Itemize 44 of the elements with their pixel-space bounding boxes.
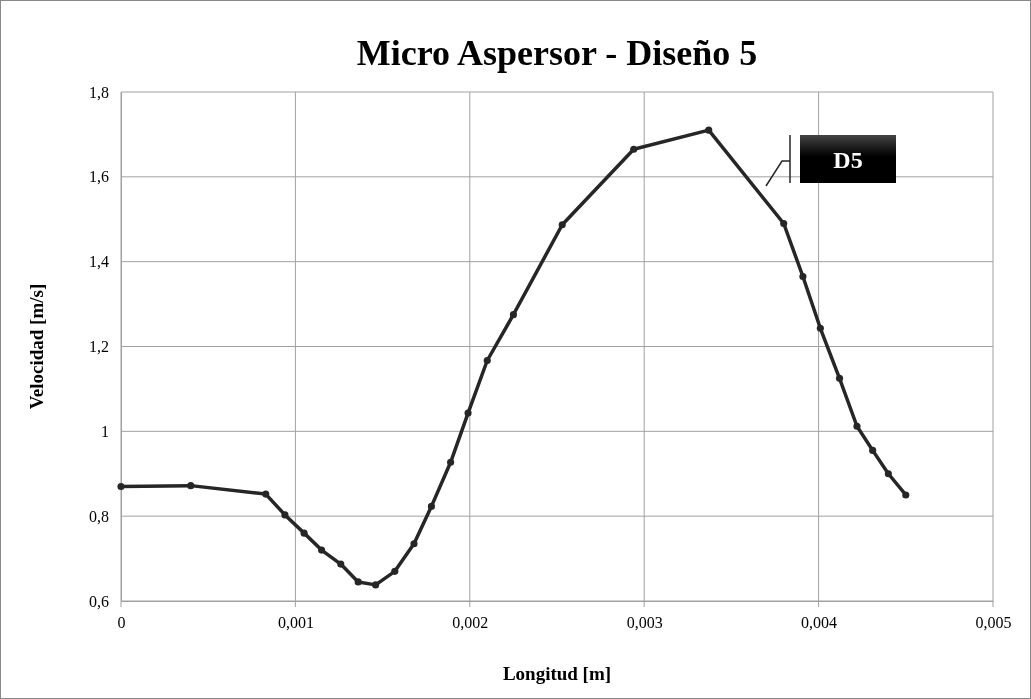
point (447, 458, 455, 466)
point (835, 374, 844, 382)
point (187, 482, 195, 490)
y-tick-label: 1,6 (89, 168, 109, 186)
x-tick-label: 0,005 (975, 614, 1012, 632)
x-tick-label: 0,003 (626, 614, 663, 632)
point (816, 324, 824, 332)
y-tick-label: 1 (101, 422, 109, 440)
point (262, 490, 270, 498)
y-tick-label: 0,8 (89, 507, 109, 525)
point (630, 145, 638, 153)
point (464, 409, 472, 417)
point (884, 470, 892, 478)
point (705, 126, 713, 134)
point (317, 546, 326, 554)
point (509, 311, 517, 319)
point (558, 221, 566, 229)
point (799, 272, 807, 281)
point (483, 356, 491, 365)
y-tick-label: 1,4 (89, 253, 109, 271)
point (853, 422, 861, 430)
point (337, 560, 345, 568)
point (281, 511, 289, 519)
point (117, 482, 125, 491)
y-tick-label: 1,2 (89, 338, 109, 356)
x-tick-label: 0,001 (277, 614, 314, 632)
point (902, 491, 910, 499)
x-tick-label: 0,004 (801, 614, 838, 632)
x-axis-title: Longitud [m] (502, 663, 612, 684)
y-axis-title: Velocidad [m/s] (26, 283, 47, 410)
legend-label: D5 (833, 147, 863, 173)
chart-title: Micro Aspersor - Diseño 5 (356, 33, 758, 73)
point (869, 446, 877, 454)
point (410, 540, 418, 548)
x-tick-label: 0 (117, 614, 126, 632)
point (354, 578, 362, 586)
point (427, 502, 435, 510)
x-tick-label: 0,002 (452, 614, 489, 632)
point (372, 581, 380, 589)
point (780, 219, 788, 228)
point (391, 567, 399, 575)
y-tick-label: 0,6 (89, 592, 109, 610)
point (300, 529, 308, 537)
y-tick-label: 1,8 (89, 83, 109, 101)
